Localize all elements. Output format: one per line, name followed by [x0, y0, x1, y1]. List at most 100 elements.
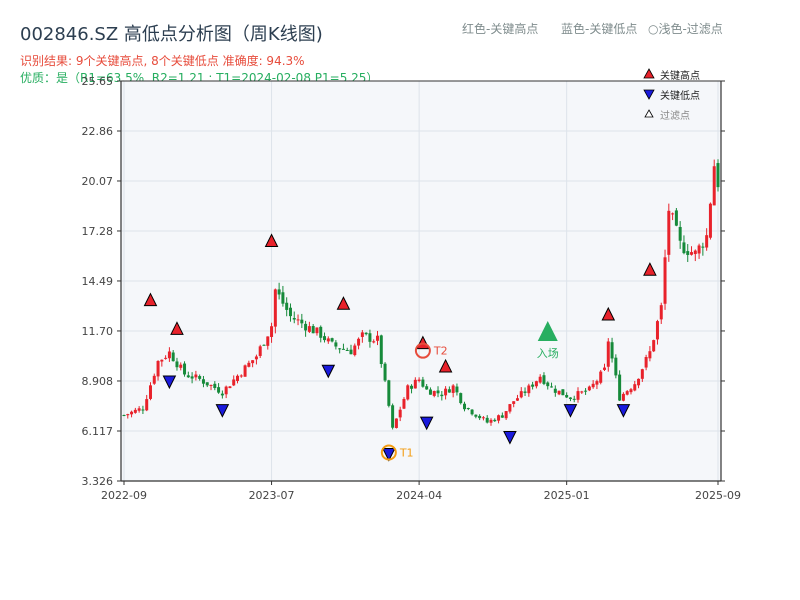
candle-body	[470, 409, 474, 415]
x-tick-label: 2024-04	[396, 489, 442, 502]
candle-body	[201, 379, 205, 384]
candle-body	[708, 203, 712, 238]
candle-body	[258, 346, 262, 356]
candle-body	[621, 393, 625, 401]
candle-body	[489, 419, 493, 423]
candle-body	[406, 385, 410, 400]
candle-body	[599, 371, 603, 383]
t1-label: T1	[399, 447, 414, 460]
candle-body	[345, 349, 349, 351]
candle-body	[493, 419, 497, 422]
candle-body	[133, 409, 137, 413]
candle-body	[565, 394, 569, 398]
candle-body	[531, 384, 535, 387]
candle-body	[398, 409, 402, 418]
candle-body	[137, 408, 141, 411]
candle-body	[341, 348, 345, 350]
candle-body	[602, 367, 606, 370]
candle-body	[640, 369, 644, 379]
candle-body	[323, 336, 327, 341]
x-tick-label: 2022-09	[101, 489, 147, 502]
candle-body	[572, 398, 576, 400]
candle-body	[463, 403, 467, 410]
key-high-marker	[336, 296, 351, 310]
key-low-marker	[616, 404, 631, 418]
candle-body	[671, 213, 675, 215]
candle-body	[130, 411, 134, 415]
candle-body	[315, 327, 319, 334]
candle-body	[591, 383, 595, 388]
candle-body	[152, 375, 156, 384]
candle-body	[273, 289, 277, 327]
axes: 3.326 6.117 8.908 11.70 14.49 17.28 20.07 22.86…	[82, 75, 741, 502]
candle-body	[686, 251, 690, 255]
candle-body	[534, 381, 538, 387]
candle-body	[417, 379, 421, 381]
candle-body	[300, 319, 304, 324]
key-low-marker	[563, 404, 578, 418]
candle-body	[205, 382, 209, 386]
candle-body	[372, 341, 376, 343]
key-high-marker	[438, 358, 453, 373]
candle-body	[190, 376, 194, 379]
candle-body	[239, 375, 243, 377]
candle-body	[277, 289, 281, 295]
candle-body	[478, 415, 482, 419]
candle-body	[553, 388, 557, 393]
candle-body	[243, 365, 247, 377]
candle-body	[285, 302, 289, 310]
candle-body	[451, 385, 455, 393]
candle-body	[145, 399, 149, 411]
candle-body	[251, 360, 255, 364]
y-tick-label: 22.86	[82, 125, 114, 138]
candle-body	[349, 349, 353, 355]
candle-body	[288, 307, 292, 317]
candle-body	[319, 326, 323, 338]
candle-body	[432, 390, 436, 396]
legend-label-low: 关键低点	[660, 90, 700, 102]
candle-body	[716, 163, 720, 188]
candle-body	[156, 360, 160, 377]
candle-body	[368, 333, 372, 342]
candle-body	[402, 398, 406, 409]
candle-body	[459, 393, 463, 404]
candle-body	[394, 418, 398, 428]
candle-body	[171, 352, 175, 362]
y-tick-label: 6.117	[82, 425, 114, 438]
candle-body	[444, 388, 448, 396]
legend: 关键高点 关键低点 过滤点	[643, 64, 700, 124]
triangle-outline-icon	[644, 109, 654, 118]
key-high-marker	[170, 321, 184, 335]
candle-body	[542, 375, 546, 384]
candle-body	[213, 383, 217, 389]
entry-marker	[537, 320, 558, 341]
candle-body	[304, 323, 308, 331]
candle-body	[334, 342, 338, 347]
candle-body	[652, 340, 656, 352]
candle-body	[546, 382, 550, 387]
candle-body	[421, 379, 425, 387]
markers: T1 T2 入场	[143, 233, 657, 462]
candle-body	[474, 414, 478, 417]
candle-body	[447, 389, 451, 393]
legend-top-blue: 蓝色-关键低点	[561, 22, 638, 36]
candle-body	[655, 321, 659, 340]
candle-body	[179, 364, 183, 368]
x-tick-label: 2025-01	[544, 489, 590, 502]
candle-body	[485, 417, 489, 423]
candle-body	[164, 357, 168, 359]
candle-body	[568, 397, 572, 400]
legend-label-high: 关键高点	[660, 70, 700, 82]
candle-body	[247, 362, 251, 367]
y-tick-label: 11.70	[82, 325, 114, 338]
legend-label-filtered: 过滤点	[660, 110, 690, 122]
candle-body	[497, 415, 501, 421]
candle-body	[428, 389, 432, 395]
candle-body	[500, 415, 504, 418]
candle-body	[648, 351, 652, 359]
candle-body	[262, 344, 266, 346]
candle-body	[194, 374, 198, 378]
candle-body	[614, 357, 618, 376]
candle-body	[175, 361, 179, 368]
entry-label: 入场	[537, 346, 559, 360]
